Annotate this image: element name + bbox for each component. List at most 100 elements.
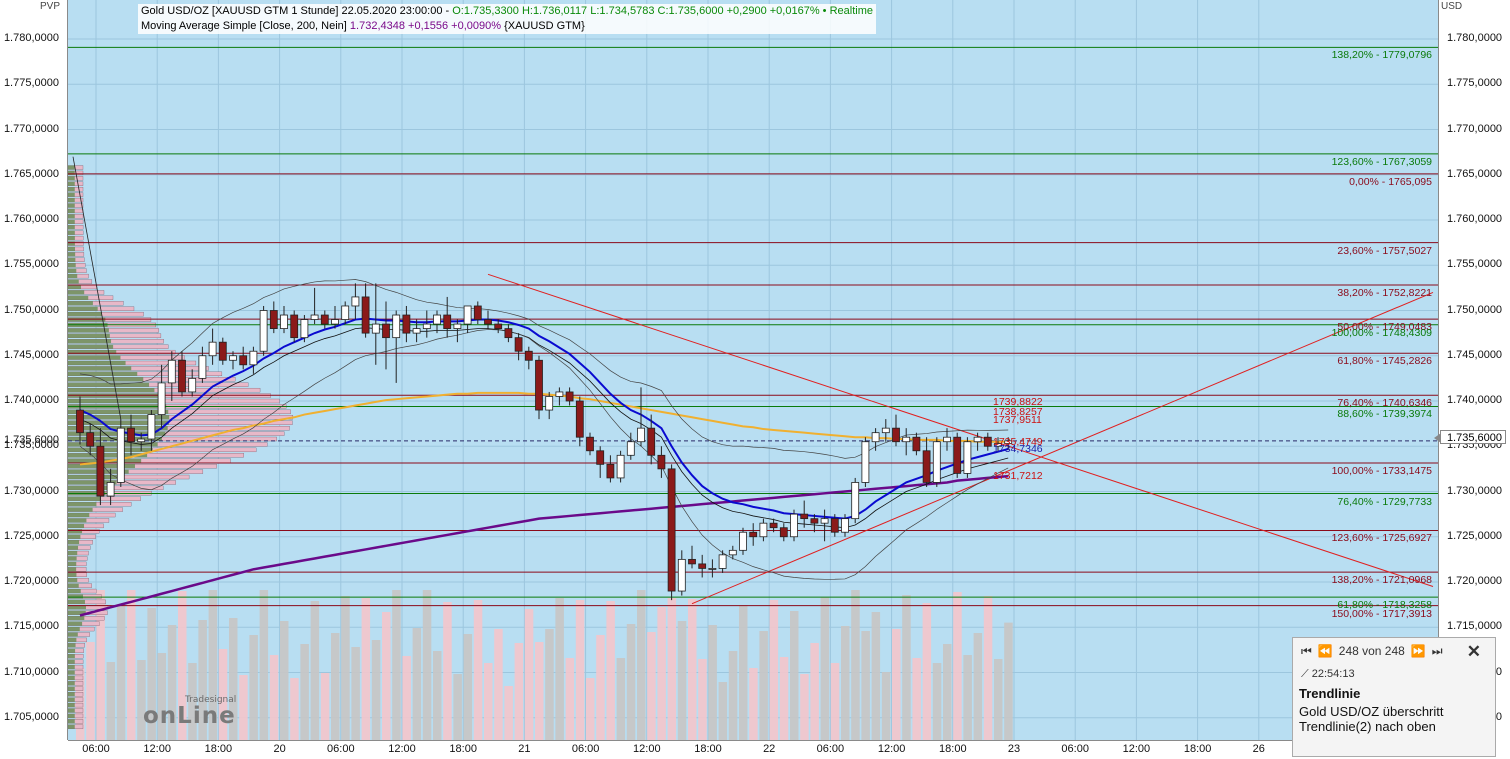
volume-bar xyxy=(412,628,422,740)
x-tick-label: 18:00 xyxy=(204,743,233,755)
candle-body xyxy=(106,482,115,497)
candle-body xyxy=(504,328,513,339)
volume-profile-bar xyxy=(68,572,77,577)
volume-profile-bar xyxy=(68,192,75,197)
volume-profile-bar xyxy=(68,409,169,414)
volume-bar xyxy=(167,625,177,740)
close-icon[interactable]: ✕ xyxy=(1466,642,1481,661)
volume-profile-bar xyxy=(68,648,76,653)
prev-icon[interactable]: ⏪ xyxy=(1317,644,1333,658)
current-price-tag: 1.735,6000 xyxy=(1434,430,1506,444)
volume-bar xyxy=(810,643,819,740)
candle-body xyxy=(127,427,135,443)
volume-profile-bar xyxy=(68,627,80,632)
volume-profile-bar xyxy=(68,306,98,311)
volume-profile-bar xyxy=(68,578,89,583)
volume-bar xyxy=(137,660,146,740)
chart-plot-area[interactable]: Gold USD/OZ [XAUUSD GTM 1 Stunde] 22.05.… xyxy=(68,0,1438,740)
volume-profile-bar xyxy=(68,654,84,659)
volume-bar xyxy=(800,674,809,740)
volume-profile-bar xyxy=(68,540,80,545)
volume-profile-bar xyxy=(68,474,190,480)
volume-bar xyxy=(718,682,728,740)
fib-level-label: 61,80% - 1718,3258 xyxy=(1337,599,1432,612)
volume-profile-bar xyxy=(68,713,84,719)
candle-body xyxy=(881,427,890,434)
last-icon[interactable]: ⏭ xyxy=(1431,644,1443,658)
price-tag-label: 1737,9511 xyxy=(993,413,1042,426)
candle-body xyxy=(402,314,411,334)
header-line2: Moving Average Simple [Close, 200, Nein]… xyxy=(141,19,873,34)
volume-profile-bar xyxy=(68,589,81,594)
volume-profile-bar xyxy=(68,724,75,729)
volume-bar xyxy=(728,651,738,740)
volume-bar xyxy=(922,603,932,740)
volume-bar xyxy=(249,635,258,740)
x-tick-label: 06:00 xyxy=(82,743,110,755)
y-tick-label-left: 1.735,0000 xyxy=(3,439,59,452)
y-tick-label-right: 1.715,0000 xyxy=(1447,620,1503,633)
time-axis: 06:00 12:00 18:00 20 06:00 12:00 18:00 21 06:00 1… xyxy=(68,740,1438,759)
ma-values: 1.732,4348 +0,1556 +0,0090% xyxy=(349,20,502,32)
price-tag-label: 1735,4749 xyxy=(993,435,1043,448)
volume-profile-bar xyxy=(68,246,84,252)
fib-level-label: 100,00% - 1748,4309 xyxy=(1331,326,1432,339)
volume-bar xyxy=(453,674,462,740)
x-tick-label: 22 xyxy=(763,743,776,755)
popup-time-value: 22:54:13 xyxy=(1311,668,1355,680)
candle-body xyxy=(820,518,829,524)
candle-body xyxy=(443,314,452,329)
candle-body xyxy=(739,531,747,551)
volume-profile-bar xyxy=(68,475,123,480)
volume-bar xyxy=(280,621,289,740)
candle-body xyxy=(983,436,992,447)
chart-svg[interactable] xyxy=(68,0,1438,740)
next-icon[interactable]: ⏩ xyxy=(1410,644,1426,658)
volume-bar xyxy=(830,663,840,740)
volume-profile-bar xyxy=(68,599,85,604)
fib-level-label: 61,80% - 1745,2826 xyxy=(1337,355,1432,368)
y-tick-label-left: 1.765,0000 xyxy=(3,167,59,180)
volume-bar xyxy=(739,605,748,740)
volume-profile-bar xyxy=(68,312,102,317)
volume-bar xyxy=(392,590,401,740)
volume-profile-bar xyxy=(68,594,102,599)
ma200-line xyxy=(79,391,1009,466)
y-tick-label-left: 1.715,0000 xyxy=(3,620,59,633)
volume-profile-bar xyxy=(68,236,75,241)
y-tick-label-left: 1.760,0000 xyxy=(3,213,59,225)
first-icon[interactable]: ⏮ xyxy=(1301,644,1312,658)
volume-bar xyxy=(647,632,656,740)
volume-profile-bar xyxy=(68,442,158,447)
bollinger-line xyxy=(72,156,122,420)
popup-title: Trendlinie xyxy=(1299,686,1361,701)
volume-profile-bar xyxy=(68,235,84,241)
volume-bar xyxy=(269,655,279,740)
candle-body xyxy=(412,328,421,334)
volume-bar xyxy=(208,590,218,740)
volume-profile-bar xyxy=(68,485,164,491)
y-tick-label-right: 1.755,0000 xyxy=(1447,258,1503,271)
volume-profile-bar xyxy=(68,333,110,338)
volume-profile-bar xyxy=(68,447,153,452)
candle-body xyxy=(208,341,217,357)
volume-profile-bar xyxy=(68,328,159,333)
fib-level-label: 138,20% - 1721,0968 xyxy=(1331,574,1432,587)
volume-profile-bar xyxy=(68,496,141,501)
volume-bar xyxy=(994,659,1003,740)
volume-bar xyxy=(178,591,187,740)
volume-bar xyxy=(912,658,921,740)
candle-body xyxy=(545,396,554,411)
volume-bar xyxy=(820,597,830,740)
volume-profile-bar xyxy=(68,425,290,431)
trendline-icon: ⟋ xyxy=(1301,668,1309,680)
volume-bar xyxy=(402,656,411,740)
volume-bar xyxy=(157,653,167,740)
candle-body xyxy=(382,323,390,339)
y-tick-label-left: 1.710,0000 xyxy=(3,665,59,678)
candle-body xyxy=(708,568,717,570)
ma-name: Moving Average Simple [Close, 200, Nein] xyxy=(141,20,350,32)
volume-profile-bar xyxy=(68,230,84,235)
volume-profile-bar xyxy=(68,257,85,262)
candle-body xyxy=(453,323,462,330)
